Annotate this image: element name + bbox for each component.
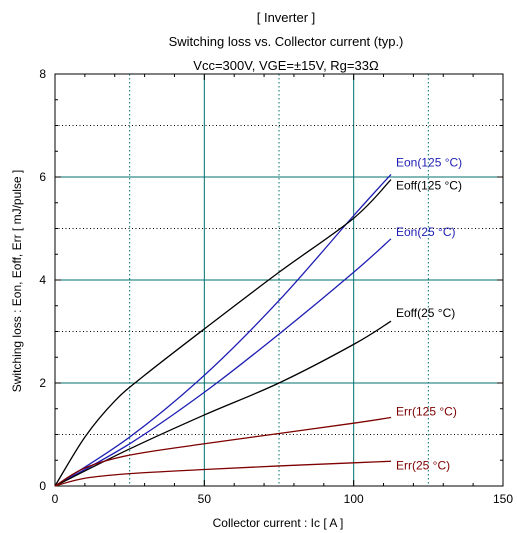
series-label: Eoff(125 °C) — [396, 179, 462, 193]
chart-title-line-2: Switching loss vs. Collector current (ty… — [169, 34, 404, 49]
chart-series — [54, 173, 392, 487]
chart-title-block: [ Inverter ] Switching loss vs. Collecto… — [169, 10, 404, 73]
series-label: Eon(25 °C) — [396, 225, 456, 239]
chart-title-line-3: Vcc=300V, VGE=±15V, Rg=33Ω — [193, 58, 379, 73]
x-axis-label: Collector current : Ic [ A ] — [213, 516, 344, 530]
series-label: Eoff(25 °C) — [396, 306, 455, 320]
y-tick-label: 6 — [39, 170, 46, 184]
y-tick-label: 0 — [39, 479, 46, 493]
y-tick-label: 4 — [39, 273, 46, 287]
series-label: Err(25 °C) — [396, 458, 450, 472]
x-tick-label: 100 — [344, 492, 364, 506]
x-tick-label: 50 — [198, 492, 212, 506]
series-label: Eon(125 °C) — [396, 155, 462, 169]
series-label: Err(125 °C) — [396, 405, 457, 419]
y-axis-label: Switching loss : Eon, Eoff, Err [ mJ/pul… — [10, 170, 24, 393]
series-line-eon-25-c — [54, 238, 392, 487]
series-line-err-125-c — [54, 416, 392, 487]
chart-series-labels: Eon(125 °C) Eoff(125 °C) Eon(25 °C) Eoff(25… — [396, 155, 462, 472]
chart-title-line-1: [ Inverter ] — [257, 10, 316, 25]
series-line-err-25-c — [54, 460, 392, 487]
series-line-eoff-25-c — [54, 320, 392, 487]
chart-grid — [55, 74, 503, 486]
chart-ticks: 0 50 100 150 0 2 4 6 8 — [39, 67, 513, 506]
y-tick-label: 2 — [39, 376, 46, 390]
series-line-eoff-125-c — [54, 179, 392, 487]
x-tick-label: 150 — [493, 492, 513, 506]
series-line-eon-125-c — [54, 173, 392, 487]
y-tick-label: 8 — [39, 67, 46, 81]
x-tick-label: 0 — [52, 492, 59, 506]
